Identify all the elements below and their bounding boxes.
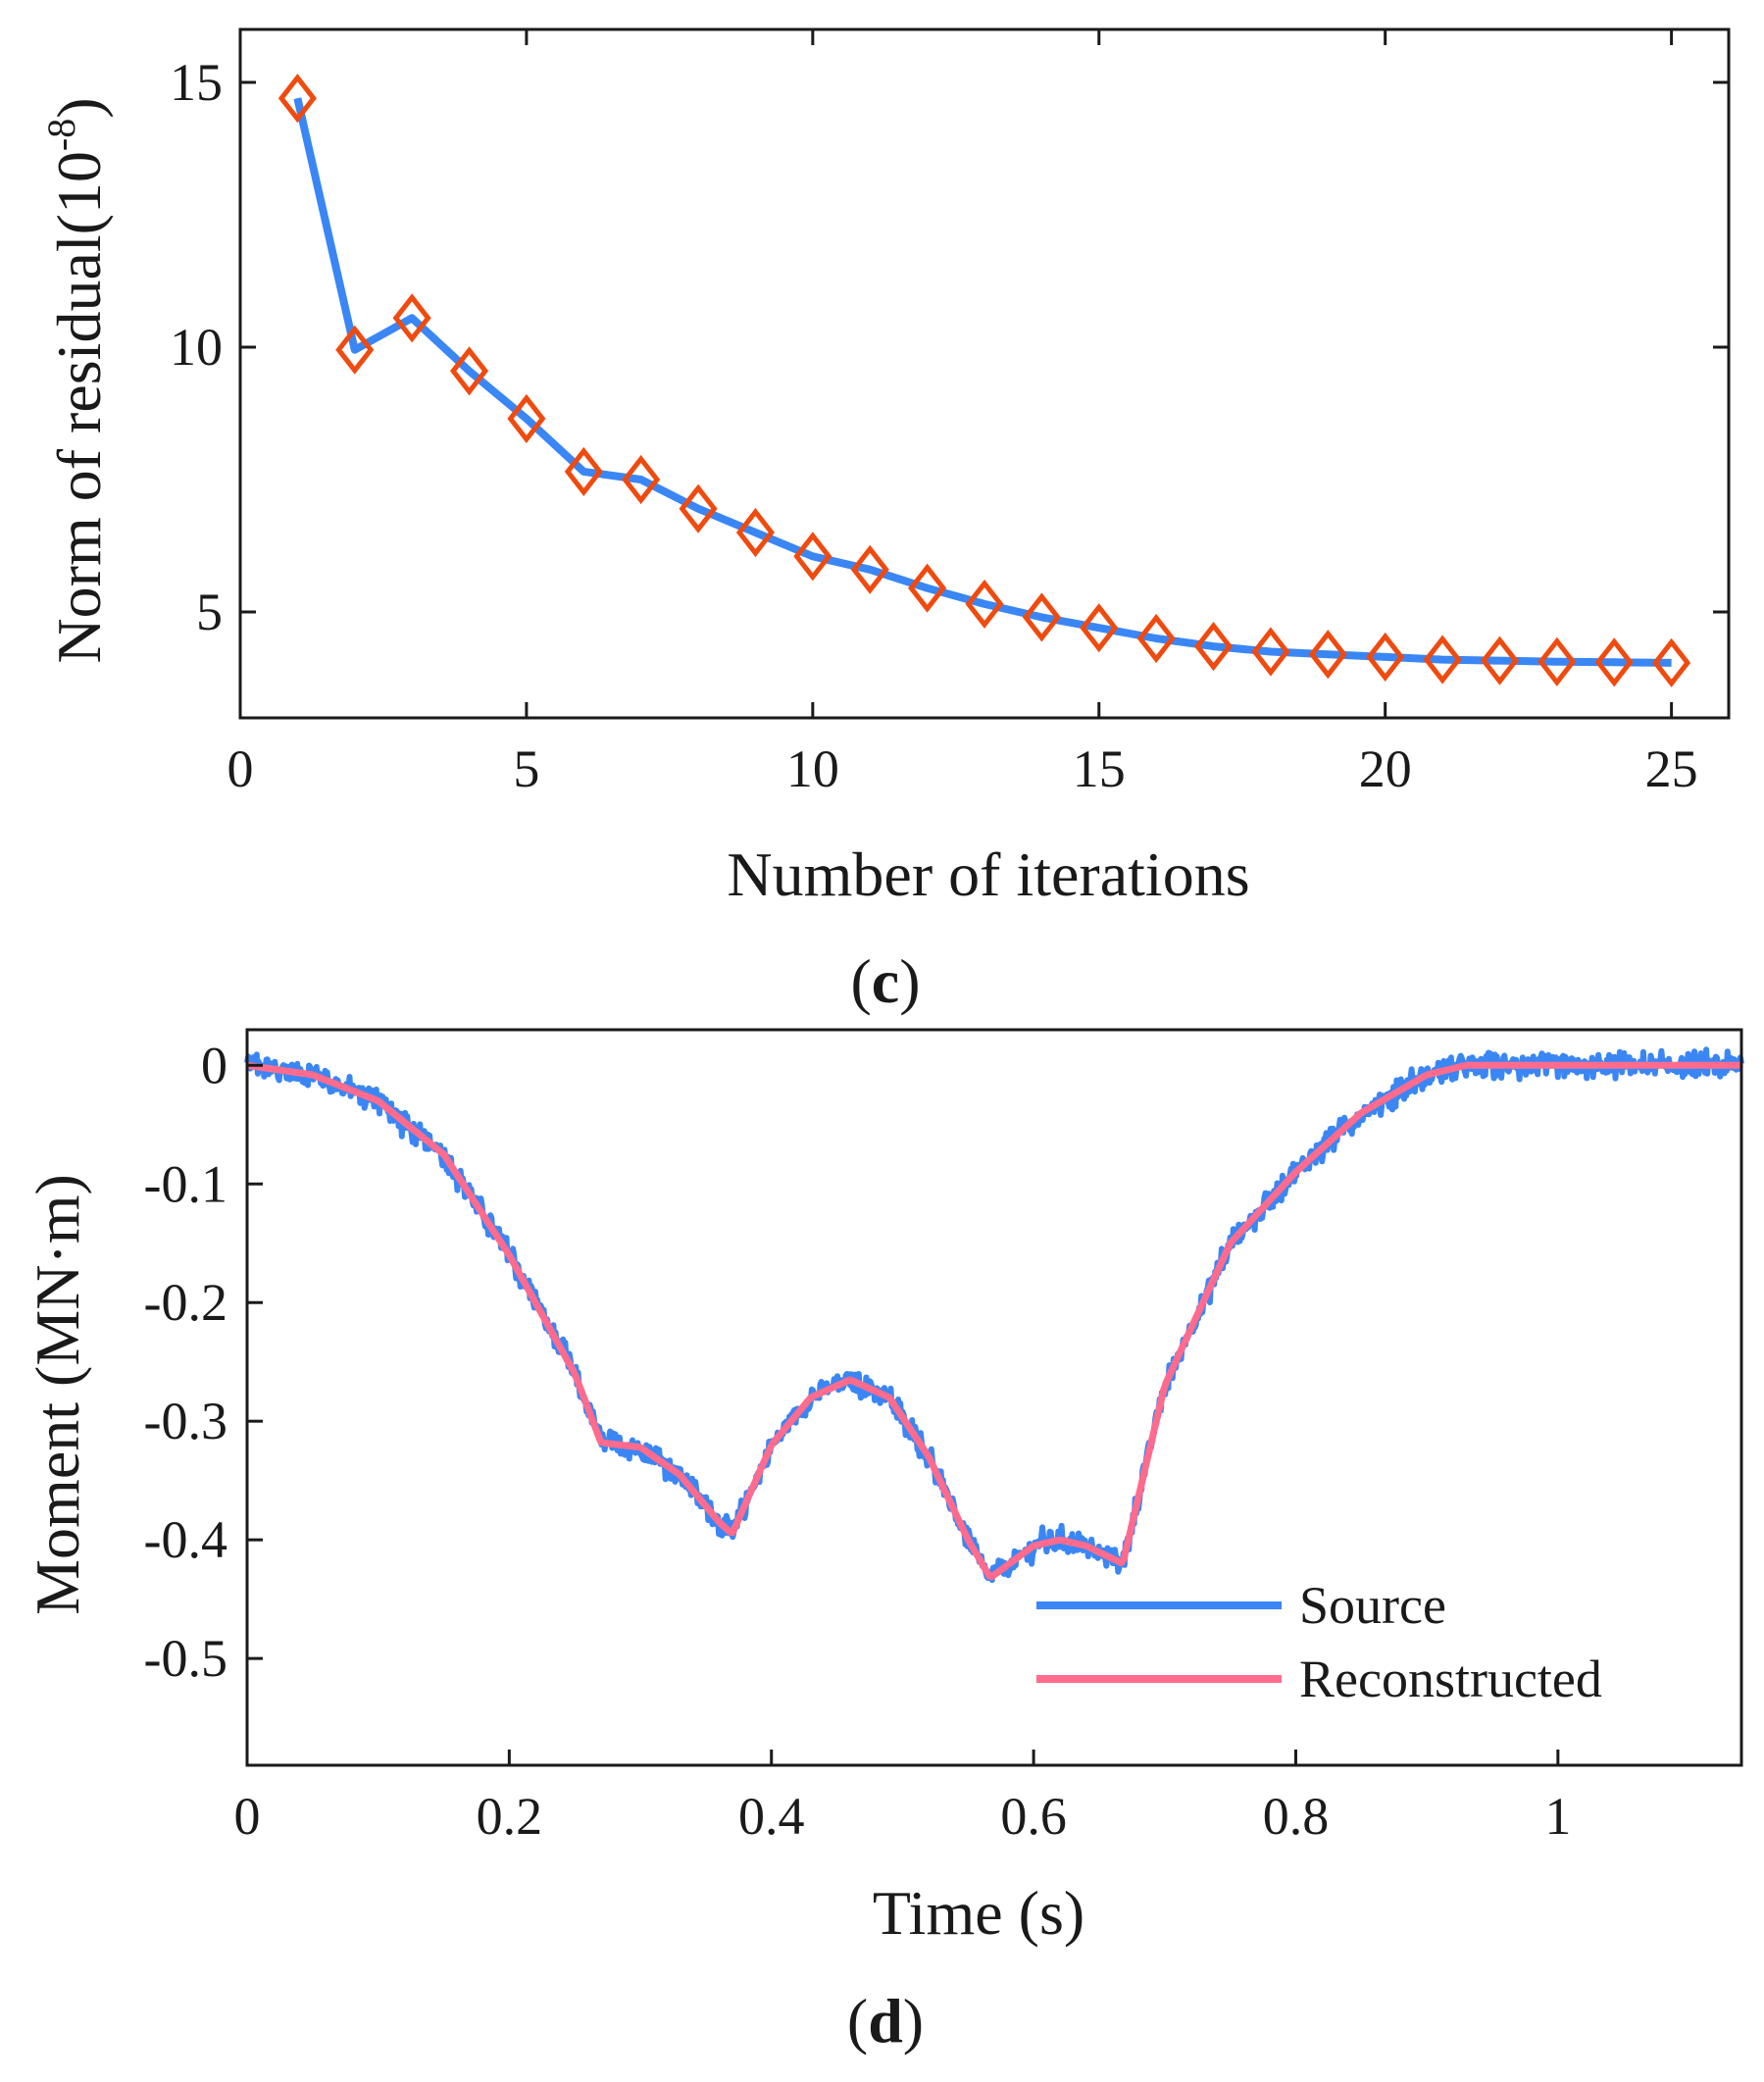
chart-d-x-tick-label: 0 bbox=[234, 1787, 261, 1846]
panel-label-c-letter: c bbox=[872, 946, 899, 1016]
chart-c-series-line bbox=[293, 97, 1672, 667]
chart-c-y-axis-label-exponent: -8 bbox=[39, 119, 83, 151]
chart-c-data-point bbox=[908, 563, 947, 613]
chart-d-axes-box bbox=[245, 1028, 1743, 1767]
chart-d-y-axis-label: Moment (MN·m) bbox=[23, 1174, 92, 1615]
chart-c-y-tick-label: 10 bbox=[170, 318, 223, 377]
chart-c-data-point bbox=[449, 346, 489, 396]
chart-c-data-point bbox=[1652, 637, 1691, 687]
chart-d-y-tick-label: -0.5 bbox=[144, 1629, 227, 1688]
chart-c-data-point bbox=[564, 446, 603, 496]
legend-reconstructed-label: Reconstructed bbox=[1299, 1650, 1602, 1708]
chart-c-data-point bbox=[735, 507, 776, 558]
chart-d-y-tick-label: -0.3 bbox=[144, 1392, 227, 1450]
chart-c-data-point bbox=[1480, 635, 1520, 686]
chart-c-data-point bbox=[507, 393, 546, 443]
chart-c-y-axis-label-main: Norm of residual(10 bbox=[44, 151, 114, 664]
chart-d-series-source bbox=[244, 1046, 1744, 1584]
chart-c-y-tick-label: 5 bbox=[196, 583, 223, 641]
chart-d-x-tick-label: 0.8 bbox=[1263, 1787, 1330, 1846]
chart-d-plot-area bbox=[244, 1046, 1744, 1584]
chart-c: 0 5 10 15 20 25 5 10 15 Number of iterations Nor… bbox=[39, 27, 1731, 1016]
chart-d-y-tick-label: -0.1 bbox=[144, 1154, 227, 1213]
chart-c-x-tick-label: 15 bbox=[1073, 739, 1126, 798]
chart-c-ticks: 0 5 10 15 20 25 5 10 15 bbox=[170, 29, 1729, 798]
chart-d-x-tick-label: 0.2 bbox=[477, 1787, 543, 1846]
chart-c-y-axis-label-close: ) bbox=[44, 97, 114, 118]
chart-c-data-point bbox=[1251, 627, 1290, 677]
chart-c-x-tick-label: 10 bbox=[786, 739, 839, 798]
panel-label-d: (d) bbox=[847, 1986, 924, 2056]
panel-label-d-letter: d bbox=[868, 1986, 903, 2056]
chart-d-y-tick-label: -0.2 bbox=[144, 1273, 227, 1332]
chart-c-data-point bbox=[1080, 603, 1119, 653]
chart-d-x-axis-label: Time (s) bbox=[873, 1878, 1084, 1948]
chart-d-series-reconstructed bbox=[246, 1061, 1742, 1581]
chart-d: 0 0.2 0.4 0.6 0.8 1 0 -0.1 -0.2 -0.3 -0.4 -0.5 Sour… bbox=[23, 1028, 1744, 2056]
chart-d-x-tick-label: 0.4 bbox=[738, 1787, 805, 1846]
chart-c-x-tick-label: 5 bbox=[513, 739, 539, 798]
chart-c-data-point bbox=[622, 454, 661, 505]
chart-d-y-tick-label: 0 bbox=[201, 1036, 227, 1094]
chart-c-data-point bbox=[1423, 635, 1462, 685]
chart-d-x-tick-label: 0.6 bbox=[1000, 1787, 1067, 1846]
panel-label-c: (c) bbox=[850, 946, 920, 1016]
chart-c-data-point bbox=[1022, 592, 1061, 642]
chart-c-axes-box bbox=[238, 27, 1731, 720]
chart-d-y-tick-label: -0.4 bbox=[144, 1510, 227, 1569]
chart-c-data-point bbox=[392, 293, 431, 343]
chart-c-x-tick-label: 20 bbox=[1359, 739, 1412, 798]
chart-c-x-tick-label: 0 bbox=[227, 739, 254, 798]
chart-c-data-point bbox=[793, 532, 832, 582]
chart-c-data-point bbox=[277, 74, 317, 124]
chart-c-plot-area bbox=[277, 74, 1691, 687]
chart-c-data-point bbox=[1193, 622, 1234, 672]
chart-c-data-point bbox=[1308, 630, 1347, 680]
chart-c-data-point bbox=[1366, 632, 1405, 682]
chart-c-data-point bbox=[1136, 613, 1176, 664]
chart-c-x-axis-label: Number of iterations bbox=[727, 839, 1249, 909]
chart-c-data-point bbox=[850, 544, 889, 594]
chart-c-data-point bbox=[1537, 636, 1577, 686]
chart-c-y-tick-label: 15 bbox=[170, 53, 223, 112]
chart-d-ticks: 0 0.2 0.4 0.6 0.8 1 0 -0.1 -0.2 -0.3 -0.4 -0.5 bbox=[144, 1036, 1572, 1846]
chart-c-data-point bbox=[1594, 637, 1634, 687]
chart-c-data-point bbox=[965, 579, 1004, 629]
chart-c-data-point bbox=[679, 483, 718, 533]
chart-c-x-tick-label: 25 bbox=[1645, 739, 1698, 798]
legend-source-label: Source bbox=[1299, 1576, 1446, 1635]
chart-c-y-axis-label: Norm of residual(10-8) bbox=[39, 97, 114, 663]
chart-d-x-tick-label: 1 bbox=[1544, 1787, 1571, 1846]
chart-c-data-point bbox=[335, 325, 375, 375]
chart-d-legend: Source Reconstructed bbox=[1036, 1576, 1602, 1708]
